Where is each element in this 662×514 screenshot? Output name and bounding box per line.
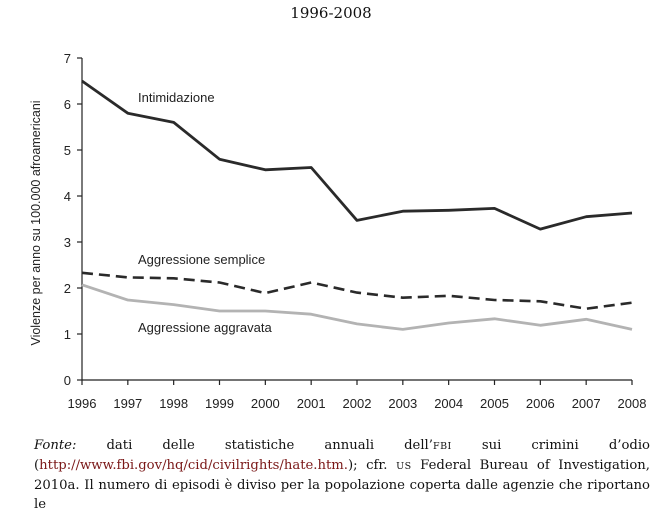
x-tick-label: 2002 [343,396,372,411]
caption-fbi: FBI [432,441,452,452]
page: 1996-2008 0 1 2 3 4 5 6 7 1996 1997 1998 1999 2000 20… [29,4,650,512]
x-tick-label: 1999 [205,396,234,411]
x-tick-label: 2003 [388,396,417,411]
y-axis-label: Violenze per anno su 100.000 afroamerica… [29,100,43,345]
x-tick-label: 2006 [526,396,555,411]
x-tick-label: 2005 [480,396,509,411]
figure-caption: Fonte: dati delle statistiche annuali de… [34,436,650,514]
chart-axes: 0 1 2 3 4 5 6 7 1996 1997 1998 1999 2000 2001 2002 2003… [29,51,646,411]
caption-source-label: Fonte: [34,438,77,453]
x-tick-label: 2004 [434,396,463,411]
x-tick-label: 1997 [113,396,142,411]
series-line-1 [81,79,633,231]
chart-series [81,79,633,331]
caption-us: US [396,461,412,472]
x-tick-label: 2000 [251,396,280,411]
series-line-3 [81,283,633,331]
x-tick-label: 1998 [159,396,188,411]
x-tick-label: 1996 [68,396,97,411]
chart-title: 1996-2008 [290,4,372,22]
series-label-2: Aggressione semplice [138,252,265,267]
caption-text-2: sui crimini d’odio ( [34,438,650,473]
x-tick-label: 2008 [618,396,647,411]
caption-url-link[interactable]: http://www.fbi.gov/hq/cid/civilrights/ha… [39,458,348,473]
caption-text-3: ); cfr. [347,458,397,473]
x-tick-label: 2007 [572,396,601,411]
y-tick-label: 3 [64,235,71,250]
y-tick-label: 2 [64,281,71,296]
chart-series-labels: Intimidazione Aggressione semplice Aggress… [138,90,272,335]
caption-text-4: Federal Bureau of Investigation, 2010a. … [34,458,650,512]
y-tick-label: 5 [64,143,71,158]
caption-text-1: dati delle statistiche annuali dell’ [76,438,433,453]
series-line-2 [81,271,633,311]
y-tick-label: 0 [64,373,71,388]
y-tick-label: 7 [64,51,71,66]
line-chart: 0 1 2 3 4 5 6 7 1996 1997 1998 1999 2000 2001 2002 2003… [29,51,646,411]
y-tick-label: 6 [64,97,71,112]
y-tick-label: 1 [64,327,71,342]
y-tick-label: 4 [64,189,71,204]
series-label-3: Aggressione aggravata [138,320,272,335]
series-label-1: Intimidazione [138,90,215,105]
x-tick-label: 2001 [297,396,326,411]
